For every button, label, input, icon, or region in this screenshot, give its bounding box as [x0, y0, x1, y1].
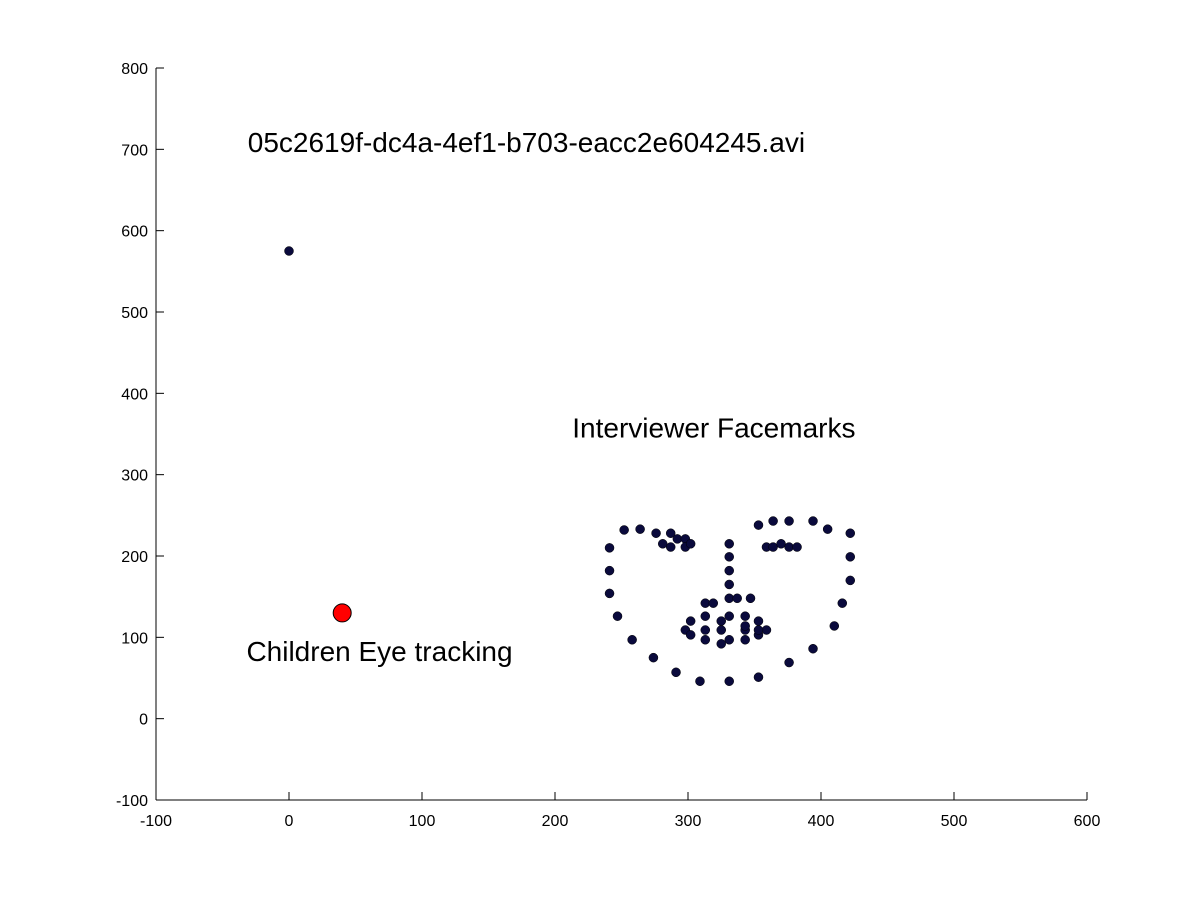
facemark-point	[672, 534, 683, 544]
y-tick-label: -100	[116, 793, 148, 810]
facemark-point	[700, 635, 711, 645]
facemark-point	[753, 625, 764, 635]
facemark-point	[724, 593, 734, 604]
facemark-point	[740, 635, 750, 645]
facemark-point	[657, 539, 668, 549]
facemark-point	[845, 575, 856, 586]
annotations: 05c2619f-dc4a-4ef1-b703-eacc2e604245.avi…	[246, 127, 855, 667]
facemark-point	[665, 528, 676, 538]
facemark-point	[604, 588, 615, 599]
facemark-point	[724, 579, 734, 590]
facemark-point	[651, 528, 661, 538]
y-tick-label: 700	[121, 142, 148, 159]
facemark-point	[724, 676, 734, 687]
facemark-point	[612, 611, 623, 621]
facemark-point	[745, 593, 756, 604]
tick-labels: -100 0 100 200 300 400 500 600 -100 0 100 200 300 400…	[116, 61, 1100, 830]
facemark-point	[724, 635, 734, 645]
facemark-point	[604, 565, 615, 576]
y-tick-label: 800	[121, 61, 148, 78]
y-tick-label: 100	[121, 630, 148, 647]
facemark-point	[845, 552, 856, 562]
facemark-point	[685, 539, 696, 549]
annotation-text: Children Eye tracking	[246, 636, 512, 667]
facemark-point	[792, 542, 802, 552]
facemark-point	[724, 552, 734, 562]
facemark-point	[845, 528, 856, 538]
x-tick-label: 400	[808, 813, 835, 830]
facemark-point	[708, 598, 719, 608]
facemark-point	[619, 525, 629, 535]
facemark-point	[604, 543, 615, 553]
facemark-point	[716, 625, 726, 635]
facemark-point	[732, 593, 742, 604]
facemark-point	[627, 635, 637, 645]
facemark-point	[808, 643, 818, 654]
facemark-point	[716, 639, 726, 649]
facemark-point	[648, 652, 659, 663]
facemark-point	[837, 598, 848, 608]
facemark-point	[685, 616, 696, 626]
data-points	[284, 246, 856, 687]
facemark-point	[700, 598, 711, 608]
facemark-point	[784, 542, 794, 552]
facemark-point	[784, 516, 794, 526]
y-tick-label: 600	[121, 224, 148, 241]
facemark-point	[671, 667, 681, 678]
x-tick-label: 300	[675, 813, 702, 830]
annotation-text: 05c2619f-dc4a-4ef1-b703-eacc2e604245.avi	[248, 127, 805, 158]
x-tick-label: 500	[941, 813, 968, 830]
axes	[155, 67, 1088, 801]
facemark-point	[665, 542, 676, 552]
x-tick-label: 200	[542, 813, 569, 830]
facemark-point	[753, 520, 764, 530]
facemark-point	[724, 539, 734, 549]
facemark-point	[761, 625, 772, 635]
facemark-point	[724, 611, 734, 621]
facemark-point	[822, 524, 833, 534]
facemark-point	[776, 539, 786, 549]
facemark-point	[724, 565, 734, 576]
facemark-point	[740, 611, 750, 621]
annotation-text: Interviewer Facemarks	[572, 412, 855, 443]
facemark-point	[753, 616, 764, 626]
facemark-point	[700, 625, 711, 635]
x-tick-label: 0	[285, 813, 294, 830]
y-tick-label: 200	[121, 549, 148, 566]
facemark-point	[768, 516, 778, 526]
facemark-point	[716, 616, 726, 626]
facemark-point	[753, 672, 764, 682]
facemark-point	[695, 676, 705, 687]
x-tick-label: 100	[409, 813, 436, 830]
facemark-point	[808, 516, 818, 526]
facemark-point	[829, 621, 840, 631]
facemark-point	[284, 246, 294, 256]
y-tick-label: 300	[121, 468, 148, 485]
x-tick-label: -100	[140, 813, 172, 830]
y-tick-label: 400	[121, 386, 148, 403]
y-tick-label: 0	[139, 712, 148, 729]
y-tick-label: 500	[121, 305, 148, 322]
eye-tracking-point	[332, 603, 352, 623]
facemark-point	[740, 621, 750, 631]
facemark-point	[635, 524, 645, 534]
facemark-point	[784, 657, 794, 668]
facemark-point	[700, 611, 711, 621]
facemark-point	[768, 542, 778, 552]
x-tick-label: 600	[1074, 813, 1101, 830]
facemark-point	[685, 630, 696, 640]
